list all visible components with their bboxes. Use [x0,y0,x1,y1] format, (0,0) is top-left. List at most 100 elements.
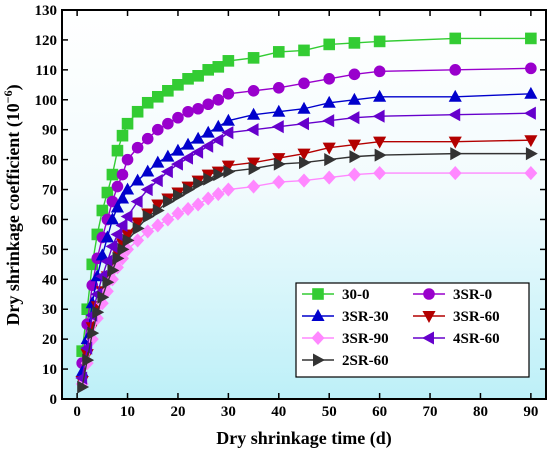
data-point-30-0 [272,46,285,58]
legend-marker-3SR-90 [311,330,325,346]
data-point-2SR-60 [525,147,538,161]
y-tick-label: 110 [35,63,57,79]
data-point-3SR-0 [141,132,154,145]
data-point-2SR-60 [87,326,100,340]
data-point-4SR-60 [191,145,204,159]
data-point-2SR-60 [107,263,120,277]
data-point-4SR-60 [115,218,128,233]
data-point-3SR-0 [373,65,386,78]
data-point-3SR-0 [172,111,184,124]
data-point-3SR-30 [322,95,336,108]
data-point-3SR-60 [448,136,462,149]
data-point-3SR-0 [348,68,361,81]
data-point-30-0 [116,129,129,142]
legend-label: 2SR-60 [342,353,389,369]
series-30-0 [76,32,537,357]
x-tick-label: 40 [271,404,286,420]
data-point-4SR-60 [201,139,214,153]
data-point-3SR-90 [322,170,336,185]
data-point-4SR-60 [322,114,335,128]
data-point-2SR-60 [77,380,90,394]
data-point-3SR-90 [201,191,215,206]
data-point-30-0 [373,35,386,48]
data-point-3SR-60 [373,136,387,149]
legend-marker-3SR-30 [311,309,325,321]
data-point-2SR-60 [172,188,185,203]
y-tick-label: 50 [42,242,57,258]
legend-label: 4SR-60 [453,331,500,347]
data-point-30-0 [131,105,144,118]
data-point-2SR-60 [97,290,110,304]
data-point-3SR-30 [211,119,225,132]
data-point-3SR-30 [95,248,109,261]
data-point-2SR-60 [273,157,286,171]
data-point-3SR-0 [202,98,215,111]
data-point-3SR-0 [212,93,225,106]
data-point-3SR-30 [247,107,261,120]
data-point-4SR-60 [181,151,194,165]
data-point-4SR-60 [110,227,123,241]
legend-entry-3SR-0: 3SR-0 [413,287,492,303]
data-point-3SR-90 [191,197,205,212]
data-point-4SR-60 [372,109,385,123]
data-point-30-0 [151,90,164,103]
legend-entry-30-0: 30-0 [302,287,370,303]
data-point-3SR-90 [524,166,538,181]
data-point-4SR-60 [246,123,259,137]
data-point-30-0 [449,32,462,45]
data-point-3SR-30 [110,200,125,213]
legend-marker-2SR-60 [313,353,325,367]
data-point-2SR-60 [248,162,261,176]
data-point-2SR-60 [82,353,95,367]
data-point-3SR-30 [347,92,361,105]
legend-label: 3SR-60 [453,309,500,325]
data-point-3SR-90 [347,167,361,182]
data-point-3SR-90 [373,166,387,181]
data-point-3SR-60 [322,142,336,155]
data-point-3SR-0 [116,168,129,181]
x-tick-label: 0 [73,404,81,420]
series-layer [75,32,538,394]
data-point-3SR-30 [151,155,165,168]
data-point-30-0 [121,117,134,130]
data-point-3SR-30 [131,173,145,186]
data-point-3SR-90 [161,212,175,227]
data-point-30-0 [141,96,154,109]
data-point-3SR-30 [120,182,135,195]
data-point-4SR-60 [297,117,309,131]
y-tick-label: 90 [42,123,57,139]
data-point-3SR-0 [222,87,235,100]
legend-label: 3SR-30 [342,309,389,325]
data-point-30-0 [525,32,537,45]
data-point-3SR-30 [181,137,195,150]
plot-frame [61,9,547,400]
y-tick-label: 10 [42,362,57,378]
y-tick-label: 130 [35,3,58,19]
legend: 30-0 3SR-0 3SR-30 3SR-60 3SR-90 4SR-60 2SR-60 [295,282,530,378]
data-point-3SR-30 [141,164,155,177]
data-point-4SR-60 [100,254,113,268]
data-point-30-0 [106,168,119,181]
series-3SR-0 [76,62,537,369]
data-point-3SR-30 [115,191,130,204]
data-point-3SR-90 [181,201,195,217]
y-tick-label: 30 [42,302,57,318]
data-point-30-0 [247,52,260,64]
x-tick-label: 60 [372,404,387,420]
data-point-30-0 [111,144,124,157]
data-point-3SR-60 [297,148,311,161]
data-point-3SR-30 [201,125,215,138]
data-point-4SR-60 [211,133,224,147]
data-point-30-0 [348,37,361,49]
data-point-4SR-60 [120,209,133,224]
data-point-30-0 [212,61,225,73]
data-point-2SR-60 [299,156,311,170]
data-point-30-0 [96,204,109,217]
data-point-3SR-0 [162,117,174,130]
series-line-4SR-60 [81,112,531,379]
x-tick-label: 70 [423,404,438,420]
data-point-3SR-0 [151,123,164,136]
data-point-3SR-0 [182,105,194,118]
legend-box [295,282,530,378]
